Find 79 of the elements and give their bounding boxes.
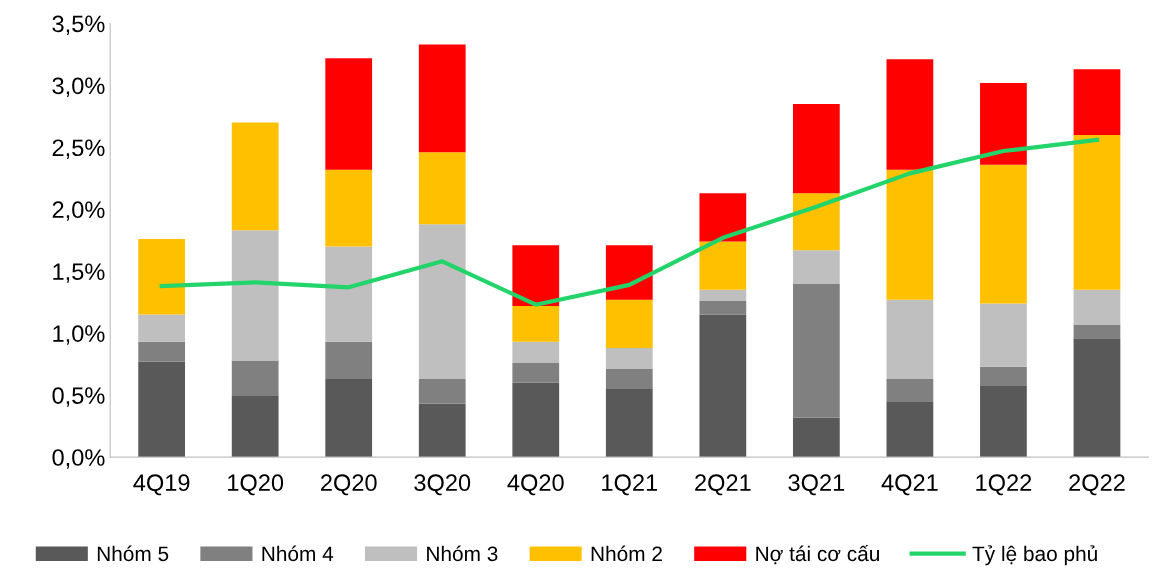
legend-label: Nhóm 3 (427, 545, 498, 562)
bar (699, 314, 747, 458)
y-tick-label: 0,0% (52, 449, 105, 469)
legend-label: Nợ tái cơ cấu (756, 544, 879, 565)
y-tick-label: 2,0% (52, 201, 105, 221)
bar (792, 103, 840, 194)
line-series (159, 137, 1100, 307)
x-tick-label: 1Q21 (602, 474, 658, 496)
x-tick-label: 2Q20 (321, 474, 377, 496)
bar (605, 245, 653, 300)
legend-label: Tỷ lệ bao phủ (972, 545, 1097, 566)
x-tick-label: 4Q21 (881, 474, 938, 496)
x-tick-label: 3Q21 (788, 474, 845, 496)
x-tick-label: 4Q20 (507, 474, 564, 496)
bar (792, 250, 840, 284)
bar (325, 246, 373, 342)
bar (886, 59, 934, 170)
bar (1073, 69, 1121, 135)
y-tick-label: 0,5% (52, 387, 105, 407)
x-tick-label: 4Q19 (133, 474, 190, 496)
bar (418, 379, 466, 404)
y-tick-label: 2,5% (52, 139, 105, 159)
bar (138, 314, 186, 342)
y-tick-label: 1,5% (53, 263, 105, 283)
legend-label: Nhóm 2 (591, 545, 662, 562)
bar (980, 82, 1027, 165)
bar (325, 58, 373, 170)
bar (886, 299, 934, 380)
legend-label: Nhóm 5 (97, 545, 169, 562)
bar (699, 300, 747, 315)
bar (792, 283, 840, 418)
x-tick-label: 2Q21 (695, 474, 751, 496)
bar (886, 379, 934, 402)
bar (418, 224, 466, 380)
bar (980, 164, 1027, 304)
bar (699, 289, 747, 301)
bar (325, 341, 373, 380)
x-tick-label: 3Q20 (414, 474, 471, 496)
bar (138, 341, 186, 362)
bar (1073, 134, 1121, 290)
bar (605, 369, 653, 389)
y-tick-label: 3,0% (52, 77, 105, 97)
bar (418, 403, 466, 458)
bar (699, 241, 747, 290)
bar (512, 362, 560, 383)
x-tick-label: 1Q22 (976, 474, 1032, 496)
bar (231, 395, 279, 458)
bar (325, 379, 373, 458)
bar (886, 169, 934, 300)
bar (1073, 289, 1121, 325)
bar (980, 366, 1027, 386)
bar (512, 245, 560, 306)
bar (231, 360, 279, 396)
x-tick-label: 1Q20 (228, 474, 284, 496)
bar (980, 303, 1027, 367)
bar (605, 388, 653, 458)
bar (605, 348, 653, 370)
bar (886, 401, 934, 458)
bar (512, 305, 560, 342)
y-tick-label: 3,5% (52, 15, 105, 36)
bar (418, 152, 466, 225)
bar (325, 169, 373, 247)
bar (512, 341, 560, 363)
bar (231, 230, 279, 361)
bar (418, 44, 466, 153)
bar (792, 193, 840, 251)
y-tick-label: 1,0% (53, 325, 105, 345)
x-tick-label: 2Q22 (1069, 474, 1125, 496)
bar (980, 385, 1027, 458)
bar (1073, 324, 1121, 339)
bar (138, 239, 186, 315)
bar (512, 382, 560, 458)
bar (1073, 338, 1121, 458)
bar (231, 122, 279, 231)
bar (605, 299, 653, 349)
bar (699, 193, 747, 242)
bar (138, 361, 186, 458)
bar (792, 417, 840, 458)
legend-label: Nhóm 4 (262, 545, 334, 562)
